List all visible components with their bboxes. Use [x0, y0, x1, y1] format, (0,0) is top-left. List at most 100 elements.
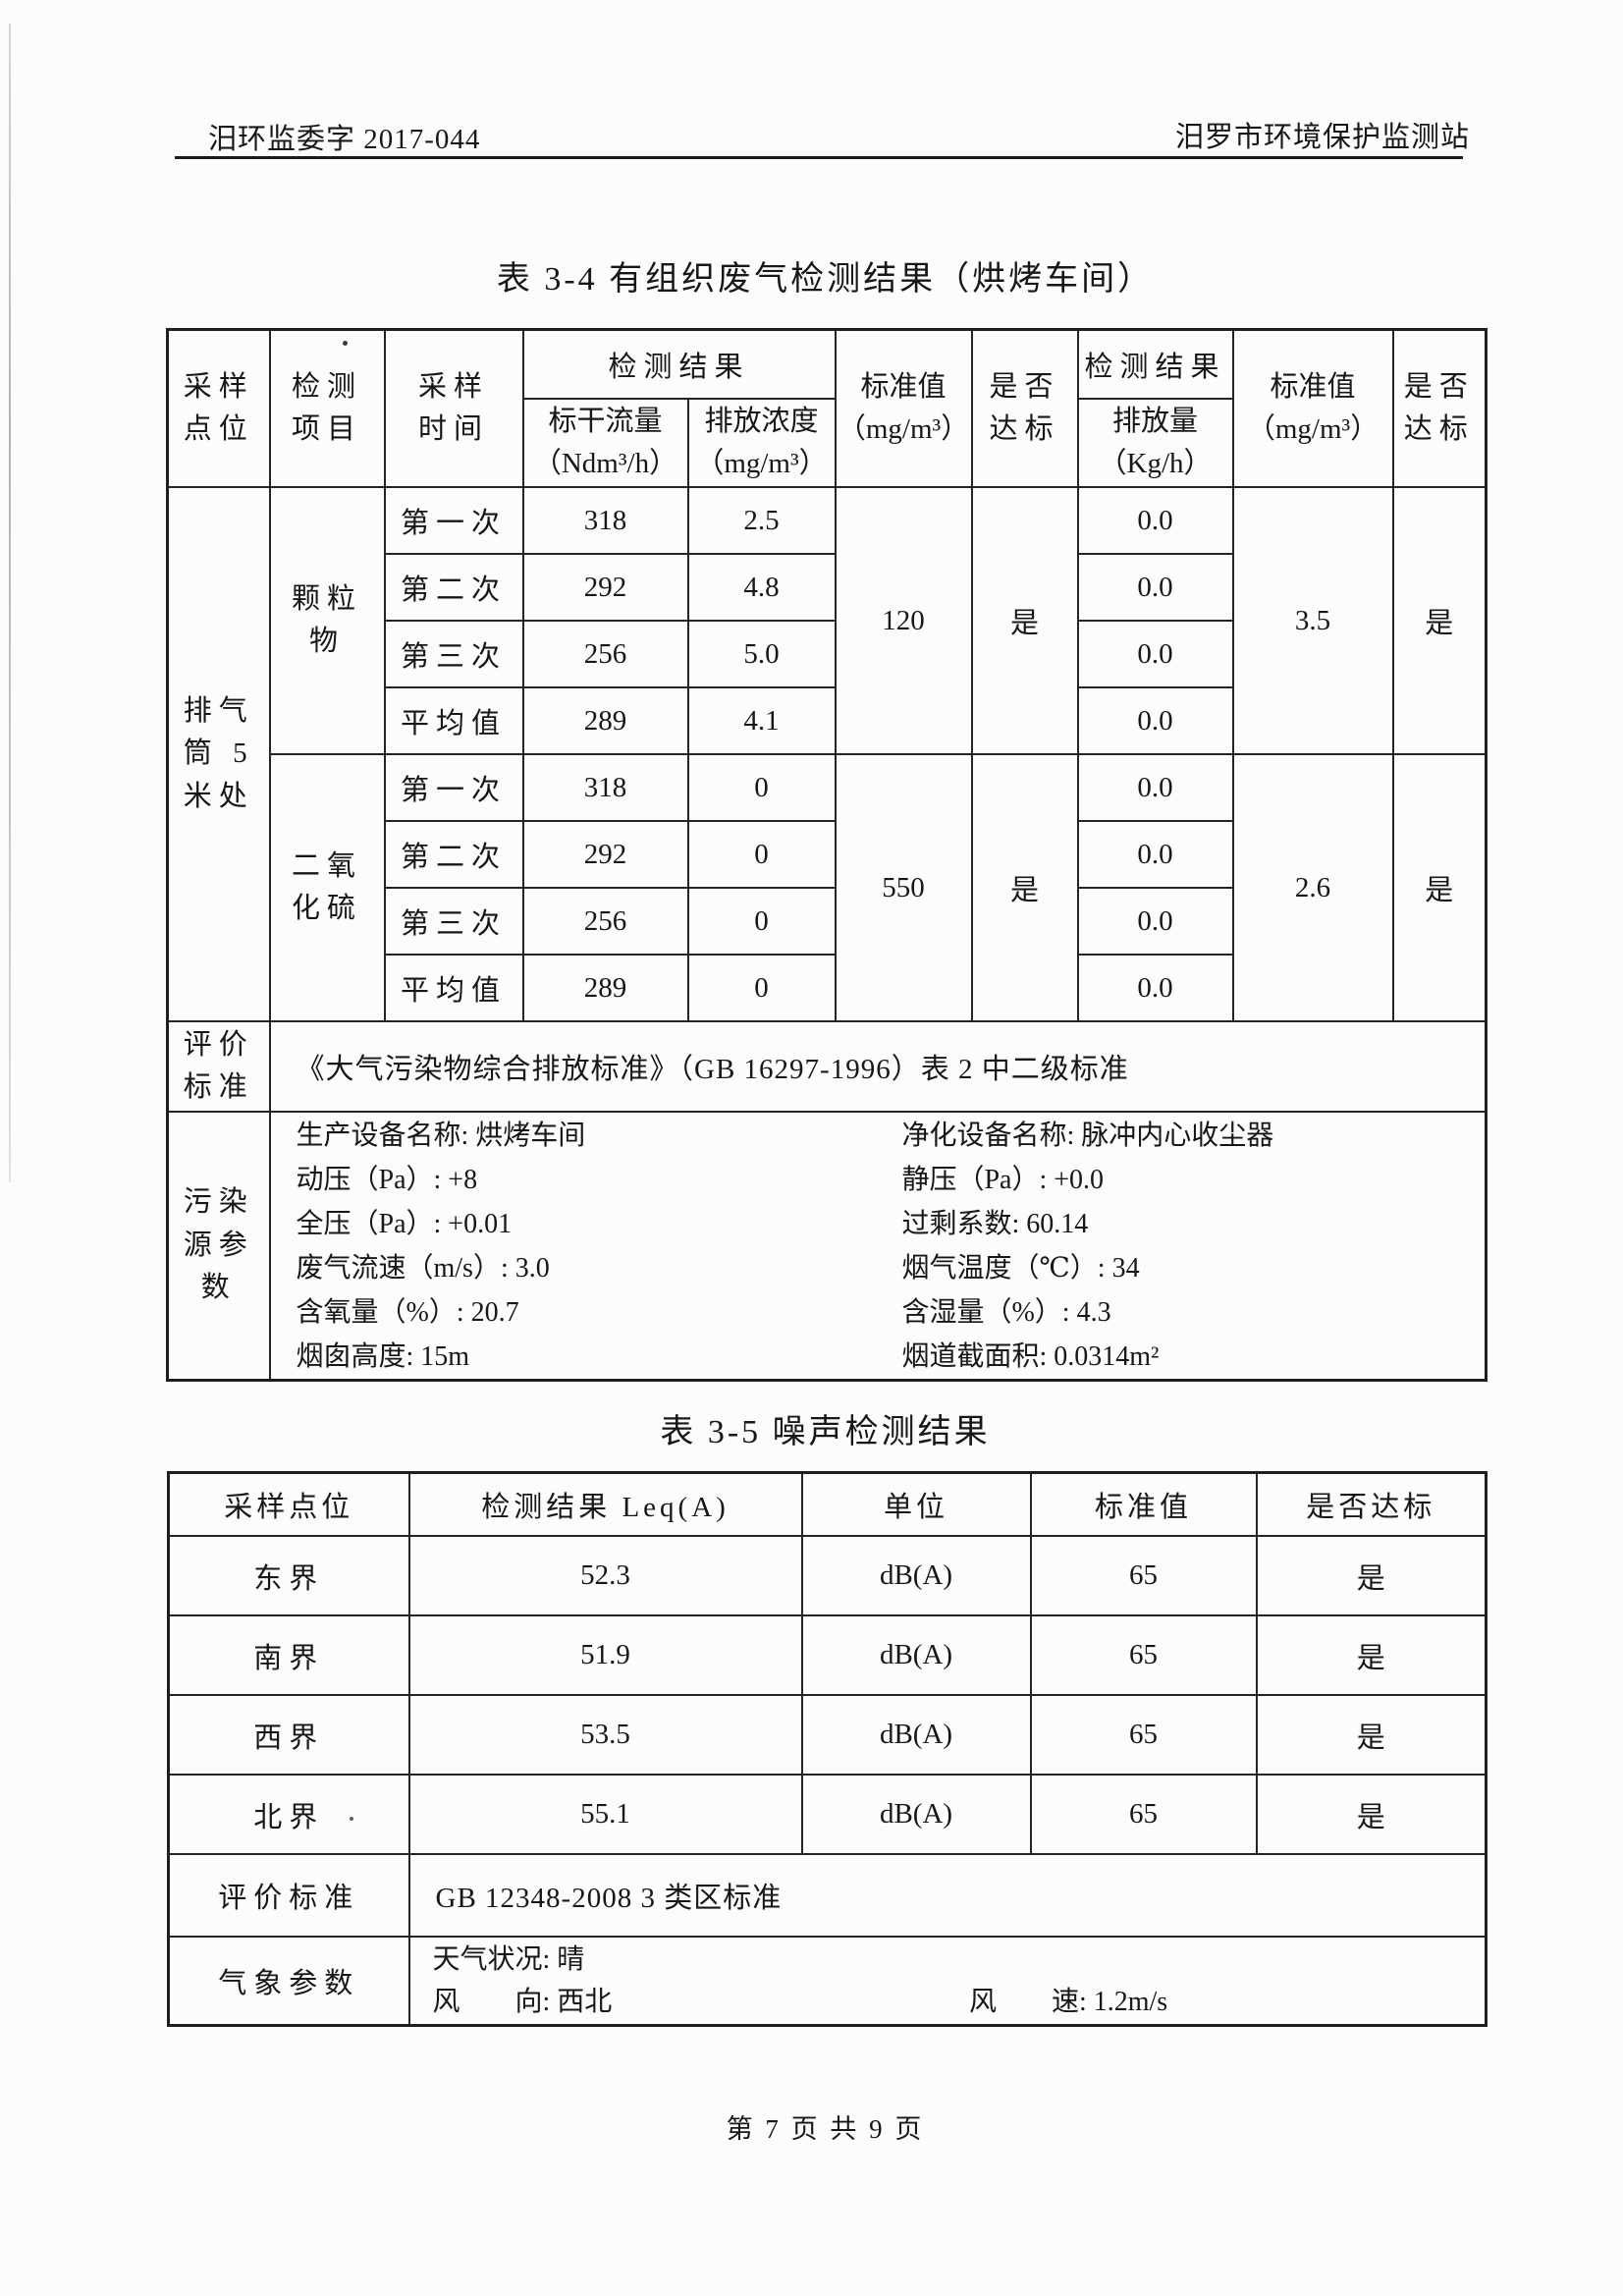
- wind-speed: 风 速: 1.2m/s: [968, 1987, 1168, 2017]
- table35-title: 表 3-5 噪声检测结果: [660, 1414, 991, 1450]
- t34-source-params-left: 生产设备名称: 烘烤车间 动压（Pa）: +8 全压（Pa）: +0.01 废气…: [272, 1114, 902, 1379]
- t34-std-conc-cell: 120: [834, 486, 973, 755]
- param-line: 废气流速（m/s）: 3.0: [296, 1252, 550, 1284]
- t35-header-result: 检测结果 Leq(A): [407, 1471, 803, 1537]
- t35-eval-text: GB 12348-2008 3 类区标准: [407, 1853, 1488, 1938]
- t34-source-params: 生产设备名称: 烘烤车间 动压（Pa）: +8 全压（Pa）: +0.01 废气…: [268, 1111, 1488, 1382]
- param-line: 烟囱高度: 15m: [296, 1340, 470, 1372]
- t34-header-pass2: 是否 达标: [1391, 328, 1488, 488]
- t34-conc-cell: 4.8: [686, 553, 837, 622]
- t34-source-params-right: 净化设备名称: 脉冲内心收尘器 静压（Pa）: +0.0 过剩系数: 60.14…: [901, 1114, 1484, 1379]
- t34-emission-cell: 0.0: [1076, 753, 1234, 822]
- t34-header-result-group2: 检测结果: [1076, 328, 1234, 400]
- param-line: 烟道截面积: 0.0314m²: [901, 1340, 1160, 1372]
- t34-header-std-conc: 标准值 （mg/m³）: [834, 328, 973, 488]
- t35-unit-cell: dB(A): [800, 1614, 1032, 1696]
- t34-header-time: 采样 时间: [383, 328, 524, 488]
- t35-pass-cell: 是: [1255, 1614, 1488, 1696]
- header-rule: [175, 156, 1463, 159]
- t34-time-cell: 平均值: [383, 954, 524, 1022]
- t35-point-cell: 北界: [167, 1774, 410, 1855]
- param-line: 含氧量（%）: 20.7: [296, 1296, 519, 1328]
- t34-time-cell: 第一次: [383, 486, 524, 555]
- t35-value-cell: 52.3: [407, 1535, 803, 1616]
- t35-eval-label: 评价标准: [167, 1853, 410, 1938]
- t34-emission-cell: 0.0: [1076, 620, 1234, 688]
- t34-pass-conc-cell: 是: [970, 753, 1079, 1022]
- t35-std-cell: 65: [1029, 1535, 1258, 1616]
- t34-header-pass1: 是否 达标: [970, 328, 1079, 488]
- t35-std-cell: 65: [1029, 1694, 1258, 1776]
- t34-time-cell: 第三次: [383, 620, 524, 688]
- t35-value-cell: 51.9: [407, 1614, 803, 1696]
- t35-unit-cell: dB(A): [800, 1694, 1032, 1776]
- t34-conc-cell: 4.1: [686, 686, 837, 755]
- table34-title: 表 3-4 有组织废气检测结果（烘烤车间）: [496, 261, 1155, 298]
- t35-unit-cell: dB(A): [800, 1774, 1032, 1855]
- t34-conc-cell: 0: [686, 887, 837, 956]
- t34-flow-cell: 292: [521, 820, 689, 889]
- t35-point-cell: 西界: [167, 1694, 410, 1776]
- weather-condition: 天气状况: 晴: [432, 1944, 585, 1975]
- t34-conc-cell: 0: [686, 954, 837, 1022]
- t35-value-cell: 53.5: [407, 1694, 803, 1776]
- t34-flow-cell: 289: [521, 954, 689, 1022]
- t34-source-label: 污染 源参 数: [166, 1111, 271, 1382]
- t35-point-cell: 南界: [167, 1614, 410, 1696]
- t34-emission-cell: 0.0: [1076, 887, 1234, 956]
- param-line: 净化设备名称: 脉冲内心收尘器: [901, 1120, 1274, 1151]
- param-line: 烟气温度（℃）: 34: [901, 1252, 1140, 1284]
- t34-std-conc-cell: 550: [834, 753, 973, 1022]
- t34-time-cell: 平均值: [383, 686, 524, 755]
- document-number: 汨环监委字 2017-044: [208, 124, 481, 155]
- t34-header-std-emission: 标准值 （mg/m³）: [1231, 328, 1394, 488]
- t34-emission-cell: 0.0: [1076, 686, 1234, 755]
- t35-pass-cell: 是: [1255, 1694, 1488, 1776]
- param-line: 过剩系数: 60.14: [901, 1208, 1089, 1239]
- t34-item-cell-particulate: 颗粒 物: [268, 486, 386, 755]
- param-line: 生产设备名称: 烘烤车间: [296, 1120, 586, 1151]
- t34-emission-cell: 0.0: [1076, 954, 1234, 1022]
- t34-eval-label: 评价 标准: [166, 1020, 271, 1113]
- scan-edge-artifact: [9, 24, 11, 1182]
- t34-sampling-point-cell: 排气 筒 5 米处: [166, 486, 271, 1022]
- t34-conc-cell: 5.0: [686, 620, 837, 688]
- t34-time-cell: 第三次: [383, 887, 524, 956]
- t34-flow-cell: 256: [521, 620, 689, 688]
- t35-std-cell: 65: [1029, 1614, 1258, 1696]
- t34-conc-cell: 2.5: [686, 486, 837, 555]
- table34-exhaust-gas-results: 采样 点位 检测 项目 采样 时间 检测结果 标准值 （mg/m³） 是否 达标…: [166, 328, 1488, 1382]
- t34-header-sampling-point: 采样 点位: [166, 328, 271, 488]
- t35-header-point: 采样点位: [167, 1471, 410, 1537]
- t34-time-cell: 第二次: [383, 553, 524, 622]
- agency-name: 汨罗市环境保护监测站: [1174, 122, 1470, 153]
- t34-pass-emission-cell: 是: [1391, 753, 1488, 1022]
- t34-conc-cell: 0: [686, 820, 837, 889]
- t34-flow-cell: 318: [521, 486, 689, 555]
- t35-unit-cell: dB(A): [800, 1535, 1032, 1616]
- t34-time-cell: 第二次: [383, 820, 524, 889]
- t34-flow-cell: 292: [521, 553, 689, 622]
- t34-pass-emission-cell: 是: [1391, 486, 1488, 755]
- t34-conc-cell: 0: [686, 753, 837, 822]
- t35-header-std: 标准值: [1029, 1471, 1258, 1537]
- t35-pass-cell: 是: [1255, 1535, 1488, 1616]
- t35-weather-cell: 天气状况: 晴 风 向: 西北 风 速: 1.2m/s: [407, 1936, 1488, 2027]
- t34-flow-cell: 256: [521, 887, 689, 956]
- param-line: 动压（Pa）: +8: [296, 1164, 478, 1195]
- t34-header-flow: 标干流量 （Ndm³/h）: [521, 398, 689, 488]
- wind-direction: 风 向: 西北: [432, 1987, 613, 2017]
- t34-header-item: 检测 项目: [268, 328, 386, 488]
- t34-flow-cell: 289: [521, 686, 689, 755]
- param-line: 静压（Pa）: +0.0: [901, 1164, 1105, 1195]
- t34-time-cell: 第一次: [383, 753, 524, 822]
- t35-pass-cell: 是: [1255, 1774, 1488, 1855]
- t35-header-unit: 单位: [800, 1471, 1032, 1537]
- t34-emission-cell: 0.0: [1076, 486, 1234, 555]
- t34-item-cell-so2: 二氧 化硫: [268, 753, 386, 1022]
- t35-point-cell: 东界: [167, 1535, 410, 1616]
- t34-pass-conc-cell: 是: [970, 486, 1079, 755]
- table35-noise-results: 采样点位 检测结果 Leq(A) 单位 标准值 是否达标 东界 52.3 dB(…: [167, 1471, 1488, 2027]
- t34-flow-cell: 318: [521, 753, 689, 822]
